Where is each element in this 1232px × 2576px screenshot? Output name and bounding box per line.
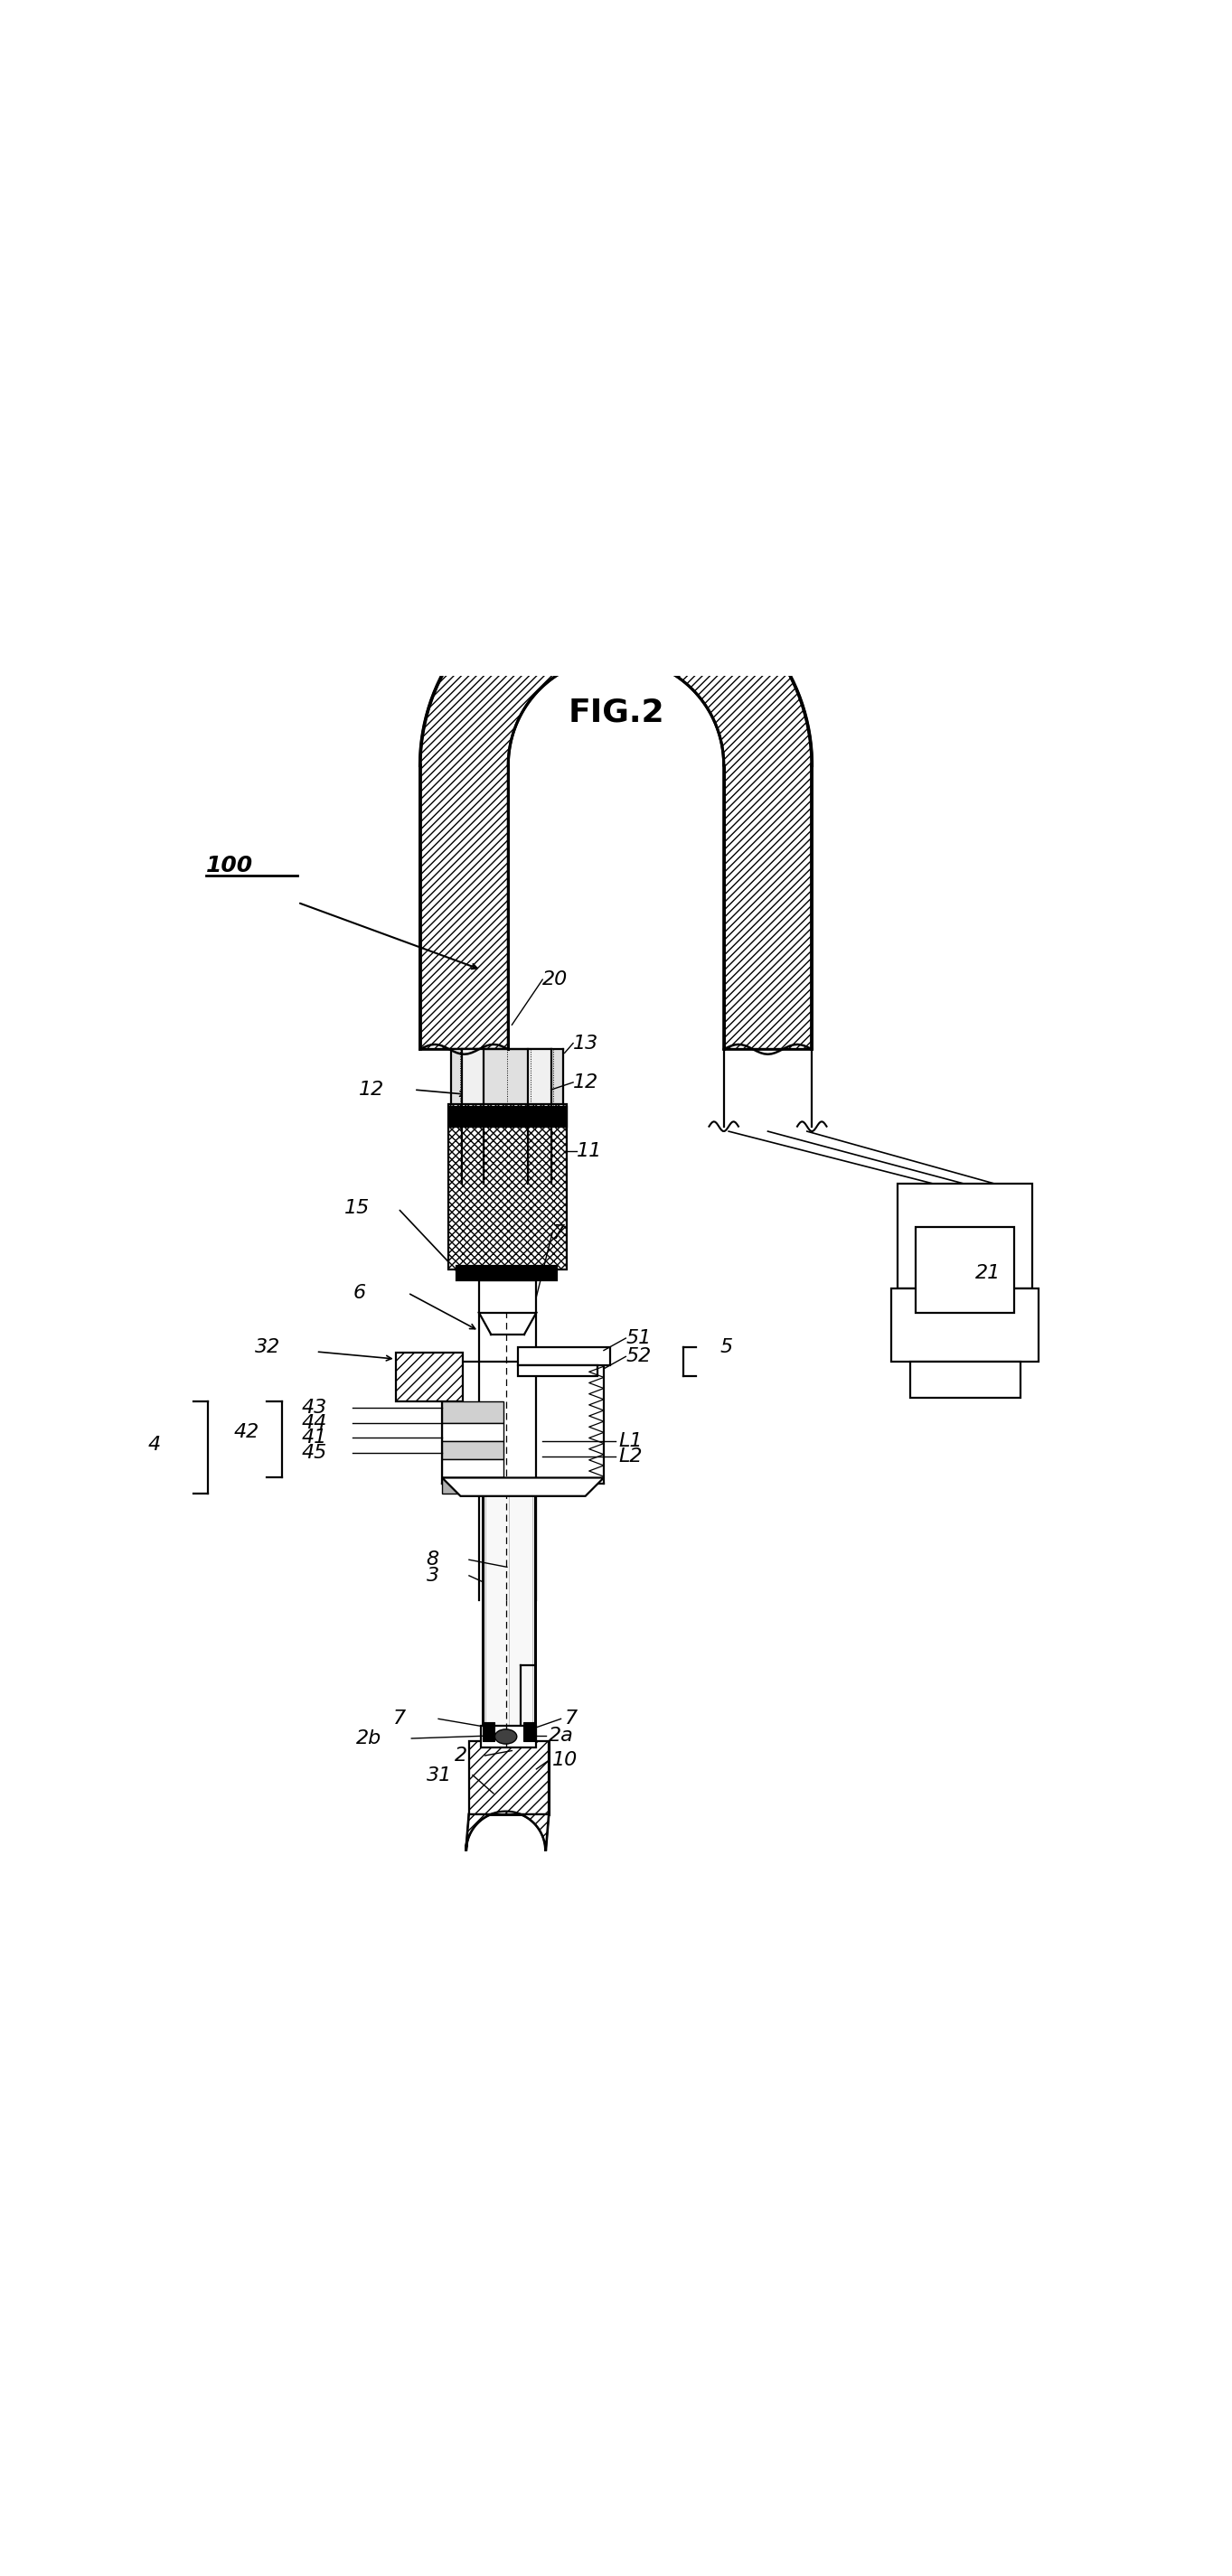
Text: L2: L2 [618,1448,642,1466]
Text: 7: 7 [564,1710,578,1728]
Text: 41: 41 [302,1427,326,1445]
Text: 12: 12 [573,1074,599,1092]
Text: 45: 45 [302,1445,326,1463]
Text: 52: 52 [626,1347,652,1365]
Text: 5: 5 [719,1337,733,1355]
Polygon shape [466,1811,548,1852]
Bar [517,1347,610,1365]
Bar [457,1265,557,1280]
Text: 51: 51 [626,1329,652,1347]
Text: 3: 3 [426,1566,439,1584]
Text: FIG.2: FIG.2 [568,698,664,729]
Bar [910,1363,1020,1399]
Text: 2a: 2a [548,1726,574,1744]
Text: 32: 32 [255,1337,281,1355]
Text: 13: 13 [573,1033,599,1051]
Bar [442,1461,504,1479]
Text: 42: 42 [234,1425,260,1443]
Bar [479,1280,536,1314]
Bar [442,1479,504,1494]
Text: 12: 12 [359,1082,384,1100]
Text: 2b: 2b [356,1728,382,1747]
Bar [442,1440,504,1461]
Bar [898,1185,1032,1288]
Polygon shape [420,569,812,1048]
Text: 44: 44 [302,1414,326,1432]
Text: 21: 21 [975,1265,1000,1283]
Bar [469,1741,548,1814]
Bar [917,1226,1014,1314]
Bar [483,1723,495,1741]
Text: 8: 8 [426,1551,439,1569]
Bar [395,1352,463,1401]
Text: 31: 31 [426,1767,452,1785]
Text: L1: L1 [618,1432,642,1450]
Bar [448,1105,567,1270]
Text: 6: 6 [352,1283,366,1301]
Text: 100: 100 [206,855,253,876]
Text: 10: 10 [552,1752,578,1770]
Bar [483,1494,535,1741]
Bar [522,1723,535,1741]
Bar [517,1365,598,1376]
Polygon shape [442,1479,604,1497]
Text: 7: 7 [393,1710,405,1728]
Bar [442,1401,504,1422]
Text: 15: 15 [344,1200,370,1218]
Bar [892,1288,1039,1363]
Text: 11: 11 [577,1141,602,1159]
Text: 43: 43 [302,1399,326,1417]
Text: 2: 2 [455,1747,467,1765]
Text: 20: 20 [542,971,568,989]
Bar [482,1726,536,1747]
Bar [450,1108,567,1126]
Text: 7: 7 [552,1224,565,1242]
Bar [442,1422,504,1440]
Bar [469,1741,548,1814]
Ellipse shape [495,1728,516,1744]
Polygon shape [466,1811,548,1852]
Text: 4: 4 [148,1435,161,1453]
